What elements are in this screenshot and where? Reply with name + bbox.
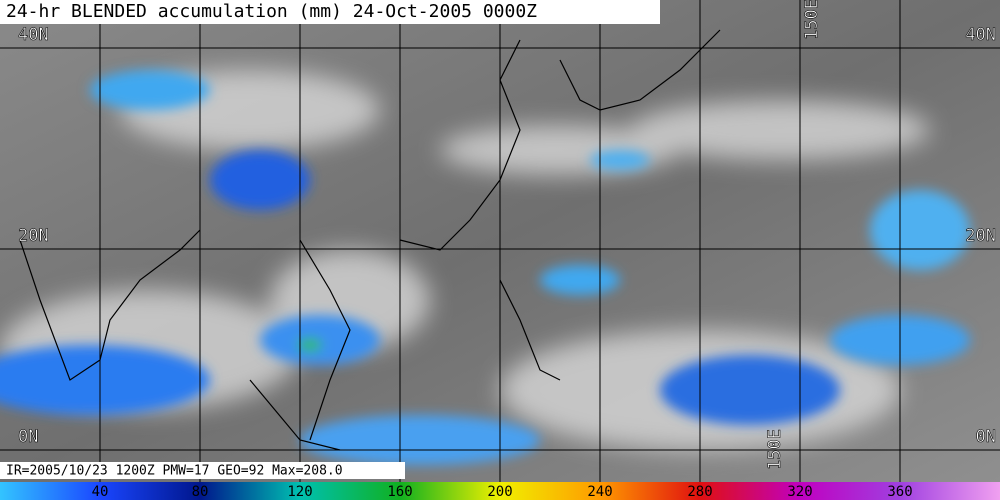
lon-label: 150E xyxy=(802,0,822,40)
colorbar xyxy=(0,482,1000,500)
colorbar-label: 40 xyxy=(92,484,109,500)
lat-label: 0N xyxy=(18,427,38,447)
colorbar-label: 280 xyxy=(687,484,712,500)
lon-label: 150E xyxy=(765,429,785,470)
lat-label: 0N xyxy=(976,427,996,447)
footer-box xyxy=(0,462,405,479)
colorbar-label: 320 xyxy=(787,484,812,500)
title: 24-hr BLENDED accumulation (mm) 24-Oct-2… xyxy=(6,1,537,22)
colorbar-label: 200 xyxy=(487,484,512,500)
colorbar-label: 80 xyxy=(192,484,209,500)
coastlines xyxy=(19,29,721,451)
lat-label: 20N xyxy=(18,226,49,246)
graticule xyxy=(0,0,1000,482)
colorbar-label: 120 xyxy=(287,484,312,500)
title-box xyxy=(0,0,660,24)
colorbar-label: 160 xyxy=(387,484,412,500)
colorbar-label: 360 xyxy=(887,484,912,500)
footer: IR=2005/10/23 1200Z PMW=17 GEO=92 Max=20… xyxy=(6,464,343,479)
lat-label: 20N xyxy=(965,226,996,246)
lat-label: 40N xyxy=(18,25,49,45)
lat-label: 40N xyxy=(965,25,996,45)
colorbar-label: 240 xyxy=(587,484,612,500)
